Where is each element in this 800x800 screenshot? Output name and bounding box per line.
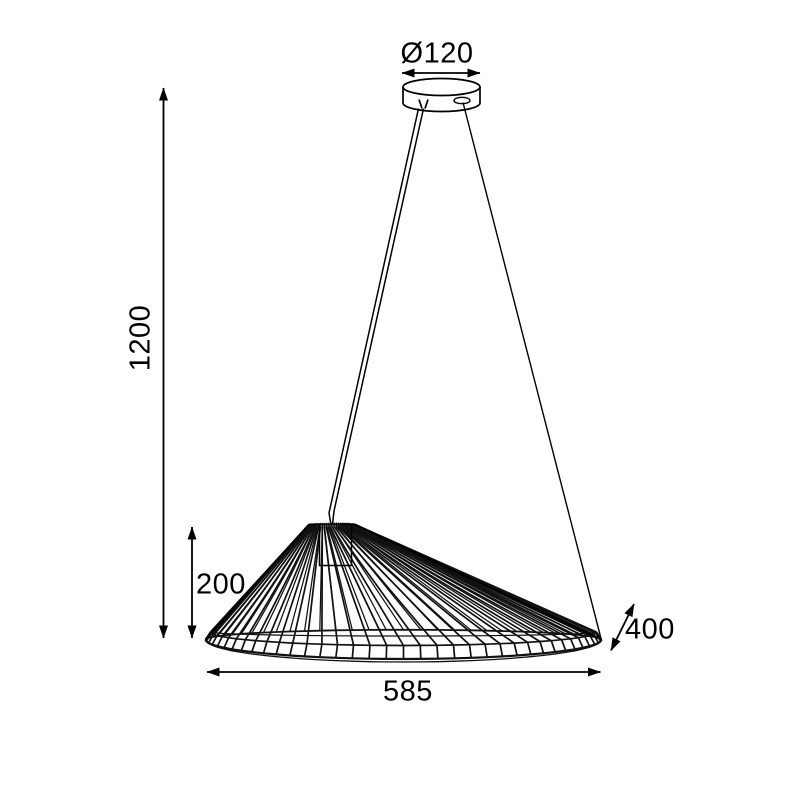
cord-loop <box>328 510 335 525</box>
shade-rib-near <box>254 525 316 642</box>
shade-rib-near <box>347 525 541 643</box>
shade-rim-thickness-arc <box>204 639 603 663</box>
shade-rib-near <box>327 526 371 646</box>
shade-rib-near <box>342 525 501 645</box>
cord-line-outer <box>328 108 420 514</box>
shade-rim-band-segment <box>526 642 532 655</box>
shade-rib-near <box>331 525 405 646</box>
shade-rib-near <box>341 525 486 645</box>
shade-rib-near <box>344 525 515 644</box>
shade-rim-band-segment <box>577 637 584 649</box>
lampshade-wireframe <box>204 522 603 663</box>
shade-ring-near-arc <box>209 631 598 647</box>
dim-shade-depth-arrow <box>610 603 635 651</box>
shade-rim-band-segment <box>240 639 247 651</box>
shade-rib-far <box>289 522 320 632</box>
shade-rim-band-segment <box>368 645 371 659</box>
shade-rim-band-segment <box>275 642 281 655</box>
shade-rim-band-segment <box>499 643 504 657</box>
shade-rib-near <box>339 525 471 646</box>
canopy-top <box>402 77 481 97</box>
lampshade-outline <box>204 523 602 641</box>
shade-rim-band-segment <box>584 636 591 647</box>
shade-ring-far-arc <box>210 631 597 637</box>
shade-rib-near <box>266 525 317 642</box>
label-shade-depth: 400 <box>625 613 675 646</box>
shade-rib-far <box>216 523 311 637</box>
ceiling-canopy <box>402 77 481 113</box>
shade-rim-band-segment <box>569 638 576 650</box>
shade-rib-near <box>351 524 571 640</box>
shade-edge-right <box>354 523 602 641</box>
shade-rim-band-segment <box>385 645 388 659</box>
shade-rib-far <box>251 522 315 634</box>
shade-rim-band-segment <box>419 645 422 659</box>
shade-rim-band-segment <box>452 644 456 659</box>
label-total-height: 1200 <box>124 304 157 372</box>
bulb-socket <box>318 523 353 567</box>
shade-rib-far <box>223 523 312 636</box>
shade-rib-near <box>352 524 579 639</box>
shade-edge-left <box>204 523 310 641</box>
cord-line-inner <box>333 108 425 512</box>
shade-rim-band-segment <box>303 643 308 657</box>
shade-rib-near <box>323 526 339 645</box>
shade-rim-band-segment <box>262 641 268 654</box>
shade-rib-far <box>275 522 318 633</box>
shade-rib-near <box>335 525 438 646</box>
shade-rib-near <box>333 525 421 646</box>
shade-rib-far <box>240 523 314 635</box>
cord-grip <box>418 99 429 109</box>
shade-rim-band-segment <box>289 642 294 656</box>
shade-rib-far <box>303 522 322 632</box>
shade-rib-near <box>337 525 455 646</box>
shade-rib-near <box>291 525 320 644</box>
shade-rim-near-arc <box>204 639 603 661</box>
shade-rim-band-segment <box>539 641 545 654</box>
shade-rim-band-segment <box>560 639 567 651</box>
shade-rib-near <box>346 525 529 644</box>
shade-rib-near <box>349 524 552 642</box>
shade-rib-far <box>329 522 387 631</box>
shade-rib-near <box>325 526 355 646</box>
shade-rib-near <box>329 525 388 646</box>
shade-rim-band-segment <box>484 644 489 658</box>
shade-rib-near <box>350 524 563 641</box>
suspension-wire <box>462 102 602 639</box>
shade-rim-band-segment <box>468 644 473 658</box>
shade-rim-band-segment <box>550 640 557 653</box>
shade-rib-near <box>278 525 319 643</box>
shade-rim-band-segment <box>223 637 230 649</box>
shade-rib-far <box>327 522 370 631</box>
shade-rim-band-segment <box>250 640 257 653</box>
label-shade-width: 585 <box>383 675 433 708</box>
shade-rim-band-segment <box>436 645 439 659</box>
shade-rib-far <box>337 522 456 631</box>
shade-rim-band-segment <box>318 644 323 658</box>
shade-rim-far-arc <box>204 628 603 641</box>
shade-rim-band-segment <box>334 644 339 658</box>
shade-rim-band-segment <box>231 638 238 650</box>
label-canopy-diameter: Ø120 <box>400 37 474 70</box>
label-shade-height: 200 <box>196 568 246 601</box>
shade-rib-far <box>262 522 317 633</box>
shade-rim-band-segment <box>351 644 355 659</box>
power-cord <box>328 108 425 525</box>
dimension-lines <box>159 68 635 677</box>
shade-rib-near <box>306 526 322 644</box>
shade-rim-band-segment <box>216 636 223 647</box>
shade-rib-far <box>325 522 353 631</box>
canopy-bottom-arc <box>402 102 481 113</box>
shade-rib-far <box>231 523 313 635</box>
shade-rim-band-segment <box>513 642 518 656</box>
wire-outlet <box>453 96 471 105</box>
